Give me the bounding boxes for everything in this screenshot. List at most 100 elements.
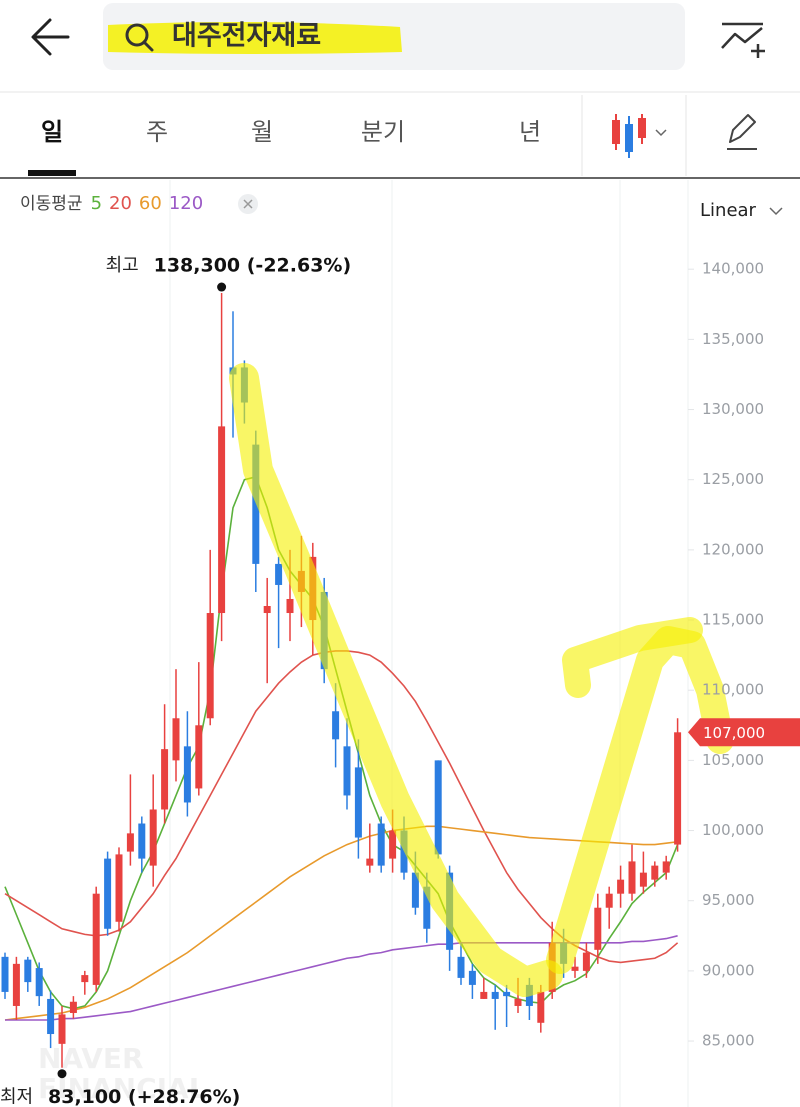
candle-body xyxy=(480,991,488,999)
candle-body xyxy=(423,886,431,929)
candle-body xyxy=(537,991,545,1023)
highlight-stroke xyxy=(562,617,703,698)
candle-body xyxy=(411,872,419,908)
annotation-label: 최고 xyxy=(106,255,139,276)
y-tick-label: 140,000 xyxy=(702,260,764,278)
candle-body xyxy=(332,711,340,740)
compare-icon xyxy=(721,22,763,49)
candle-body xyxy=(161,749,169,810)
candle-body xyxy=(651,865,659,880)
y-tick-label: 120,000 xyxy=(702,540,764,558)
candle-body xyxy=(286,598,294,614)
candle-body xyxy=(674,732,682,845)
current-price-tag xyxy=(688,718,800,747)
tab[interactable]: 주 xyxy=(146,118,168,146)
watermark-text: NAVER xyxy=(38,1042,144,1075)
candle-body xyxy=(81,975,89,983)
y-tick-label: 100,000 xyxy=(702,821,764,839)
candle-body xyxy=(172,718,180,761)
moving-average-line xyxy=(4,825,678,1021)
tab[interactable]: 년 xyxy=(519,118,541,146)
scale-label[interactable]: Linear xyxy=(700,200,757,221)
search-icon xyxy=(142,40,154,52)
y-tick-label: 105,000 xyxy=(702,751,764,769)
compare-button[interactable] xyxy=(721,22,765,58)
draw-button[interactable] xyxy=(727,114,757,150)
candle-body xyxy=(639,872,647,887)
y-tick-label: 85,000 xyxy=(702,1032,755,1050)
icon xyxy=(655,129,667,137)
pencil-icon xyxy=(729,114,756,143)
search-icon xyxy=(125,23,149,47)
tab[interactable]: 분기 xyxy=(361,118,405,146)
watermark-text: FINANCIAL xyxy=(38,1072,207,1105)
legend-close-icon xyxy=(243,199,253,209)
extreme-marker xyxy=(57,1069,67,1079)
candle-body xyxy=(115,854,123,922)
candle-body xyxy=(149,809,157,866)
search-query: 대주전자재료 xyxy=(172,21,321,52)
scale-caret xyxy=(769,207,783,216)
candle-body xyxy=(503,991,511,997)
candle-body xyxy=(92,893,100,985)
candle-body xyxy=(58,1014,66,1044)
candle-body xyxy=(104,858,112,929)
tab[interactable]: 일 xyxy=(41,118,63,146)
annotation-value: 138,300 (-22.63%) xyxy=(154,255,352,277)
candle-body xyxy=(468,970,476,985)
legend-title: 이동평균 xyxy=(20,194,83,214)
candle-body xyxy=(195,725,203,789)
chart-type-button[interactable] xyxy=(612,114,667,158)
candle-body xyxy=(617,879,625,894)
candle-body xyxy=(628,861,636,894)
current-price-label: 107,000 xyxy=(703,724,765,742)
candle-body xyxy=(12,963,20,1006)
candle-body xyxy=(662,861,670,873)
legend-entry: 20 xyxy=(109,193,132,214)
y-tick-label: 130,000 xyxy=(702,400,764,418)
candle-body xyxy=(69,1001,77,1013)
candle-body xyxy=(183,746,191,803)
annotation-label: 최저 xyxy=(0,1087,33,1107)
candle-body xyxy=(457,956,465,978)
y-tick-label: 115,000 xyxy=(702,611,764,629)
candle-body xyxy=(126,833,134,852)
candle-body xyxy=(605,893,613,908)
candle-body xyxy=(1,956,9,992)
y-tick-label: 110,000 xyxy=(702,681,764,699)
back-arrow xyxy=(31,18,70,56)
tab-indicator xyxy=(28,170,76,176)
candle-body xyxy=(24,959,32,983)
annotation-value: 83,100 (+28.76%) xyxy=(48,1086,240,1107)
overlay: 140,000 135,000 130,000 125,000 120,000 115,0… xyxy=(0,193,800,1107)
back-button[interactable] xyxy=(31,18,70,56)
candle-body xyxy=(571,966,579,971)
candle-body xyxy=(252,444,260,564)
candle-body xyxy=(434,760,442,855)
extreme-marker xyxy=(217,282,227,292)
candle-body xyxy=(343,746,351,796)
candle-body xyxy=(35,968,43,997)
candle-body xyxy=(354,767,362,838)
tab-bar: 일 주 월 분기 년 xyxy=(28,118,541,176)
candle-body xyxy=(491,991,499,999)
candle-body xyxy=(377,823,385,866)
highlight-stroke xyxy=(546,626,734,974)
tab[interactable]: 월 xyxy=(251,118,273,146)
legend-entry: 120 xyxy=(169,193,203,214)
candle-body xyxy=(218,426,226,614)
candle-body xyxy=(366,858,374,866)
candle-body xyxy=(275,563,283,585)
candle-body xyxy=(400,830,408,873)
candle-body xyxy=(514,998,522,1006)
candle-body xyxy=(389,830,397,859)
y-tick-label: 95,000 xyxy=(702,891,755,909)
y-tick-label: 90,000 xyxy=(702,961,755,979)
user-drawing xyxy=(229,363,734,997)
candle-body xyxy=(263,606,271,614)
candle-body xyxy=(582,952,590,971)
candle-body xyxy=(47,998,55,1035)
